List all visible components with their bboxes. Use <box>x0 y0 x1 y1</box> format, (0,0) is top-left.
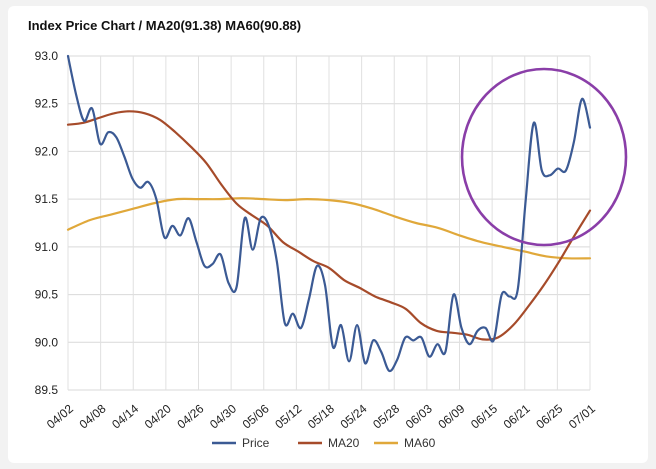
x-tick-label: 07/01 <box>566 401 598 431</box>
x-tick-label: 06/25 <box>533 401 565 431</box>
x-tick-label: 05/06 <box>240 401 272 431</box>
legend: Price MA20 MA60 <box>212 436 436 450</box>
y-axis: 93.0 92.5 92.0 91.5 91.0 90.5 90.0 89.5 <box>35 49 59 397</box>
x-tick-label: 06/15 <box>468 401 500 431</box>
x-tick-label: 04/02 <box>44 401 76 431</box>
x-tick-label: 06/09 <box>435 401 467 431</box>
x-tick-label: 05/12 <box>272 401 304 431</box>
grid <box>67 55 591 391</box>
y-tick-label: 91.5 <box>35 192 59 206</box>
y-tick-label: 93.0 <box>35 49 59 63</box>
chart-title: Index Price Chart / MA20(91.38) MA60(90.… <box>28 18 302 33</box>
x-tick-label: 05/28 <box>370 401 402 431</box>
highlight-circle <box>460 67 628 247</box>
y-tick-label: 90.0 <box>35 335 59 349</box>
x-tick-label: 05/18 <box>305 401 337 431</box>
legend-label-ma60: MA60 <box>404 436 436 450</box>
y-tick-label: 92.0 <box>35 144 59 158</box>
x-axis: 04/02 04/08 04/14 04/20 04/26 04/30 05/06 05/12… <box>44 401 598 431</box>
x-tick-label: 04/30 <box>207 401 239 431</box>
chart-card <box>8 6 648 463</box>
y-tick-label: 92.5 <box>35 97 59 111</box>
x-tick-label: 06/03 <box>403 401 435 431</box>
y-tick-label: 89.5 <box>35 383 59 397</box>
series-line-price <box>66 54 592 373</box>
x-tick-label: 04/08 <box>77 401 109 431</box>
series-line-ma20 <box>66 110 592 341</box>
series-lines <box>66 54 592 373</box>
x-tick-label: 04/26 <box>174 401 206 431</box>
y-tick-label: 91.0 <box>35 240 59 254</box>
x-tick-label: 04/20 <box>142 401 174 431</box>
x-tick-label: 05/24 <box>338 401 370 431</box>
x-tick-label: 06/21 <box>501 401 533 431</box>
y-tick-label: 90.5 <box>35 288 59 302</box>
series-line-ma60 <box>66 197 592 260</box>
x-tick-label: 04/14 <box>109 401 141 431</box>
legend-label-price: Price <box>242 436 270 450</box>
legend-label-ma20: MA20 <box>328 436 360 450</box>
